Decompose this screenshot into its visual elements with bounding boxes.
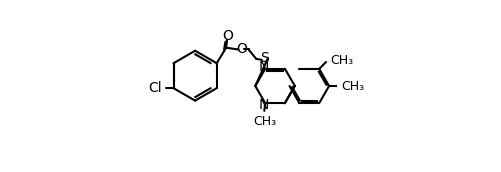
Text: CH₃: CH₃ <box>253 115 276 128</box>
Text: N: N <box>258 60 268 74</box>
Text: S: S <box>260 51 269 65</box>
Text: O: O <box>222 29 233 43</box>
Text: Cl: Cl <box>148 81 162 95</box>
Text: CH₃: CH₃ <box>330 54 353 67</box>
Text: CH₃: CH₃ <box>341 79 364 93</box>
Text: N: N <box>258 98 268 112</box>
Text: O: O <box>235 42 246 56</box>
